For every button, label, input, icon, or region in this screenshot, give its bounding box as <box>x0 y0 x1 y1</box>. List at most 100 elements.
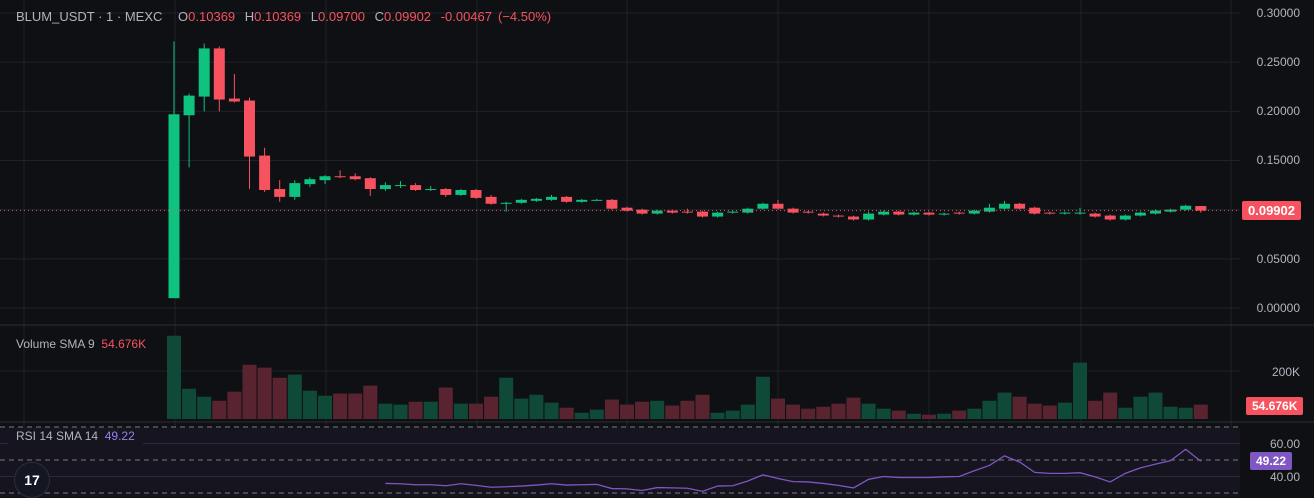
candle-body <box>425 189 437 191</box>
candle-body <box>848 216 859 220</box>
volume-bar <box>1042 405 1057 419</box>
volume-bar <box>1133 396 1148 419</box>
candle-body <box>440 189 452 195</box>
candle-body <box>334 176 346 178</box>
volume-bar <box>333 393 348 419</box>
candle-body <box>470 190 482 198</box>
candles <box>168 41 1207 299</box>
volume-bar <box>982 400 997 419</box>
volume-current-tag: 54.676K <box>1246 397 1304 415</box>
candle-body <box>591 199 603 201</box>
volume-bar <box>499 377 514 419</box>
candle-body <box>1180 205 1192 210</box>
price-tick: 0.20000 <box>1256 104 1300 118</box>
volume-bar <box>1012 396 1027 419</box>
close-label: C <box>374 9 385 24</box>
volume-bar <box>650 400 665 419</box>
candle-body <box>183 95 195 116</box>
rsi-value: 49.22 <box>104 429 135 443</box>
volume-bar <box>695 394 710 419</box>
volume-bar <box>408 401 423 419</box>
candle-body <box>500 202 512 204</box>
rsi-line <box>385 448 1202 493</box>
price-tick: 0.05000 <box>1256 252 1300 266</box>
volume-bar <box>227 391 242 419</box>
candle-body <box>168 114 180 299</box>
volume-bar <box>574 412 589 419</box>
candle-body <box>697 211 708 217</box>
rsi-tick: 60.00 <box>1269 437 1300 451</box>
volume-bar <box>453 403 468 419</box>
volume-bar <box>1163 406 1178 419</box>
volume-bar <box>469 403 483 419</box>
rsi-tick: 40.00 <box>1269 470 1300 484</box>
candle-body <box>1134 212 1146 216</box>
candle-body <box>1119 215 1131 220</box>
candle-body <box>666 210 678 213</box>
candle-body <box>908 212 920 215</box>
high-label: H <box>244 9 255 24</box>
candle-body <box>636 209 648 214</box>
open-label: O <box>178 9 189 24</box>
candle-body <box>364 178 376 190</box>
candle-body <box>787 208 799 213</box>
volume-bar <box>589 409 604 419</box>
volume-value: 54.676K <box>101 337 147 351</box>
volume-bar <box>786 404 801 419</box>
volume-bar <box>438 387 453 419</box>
volume-bar <box>906 413 921 419</box>
rsi-label: RSI 14 SMA 14 <box>16 429 99 443</box>
volume-bar <box>182 388 197 419</box>
candle-body <box>893 211 905 215</box>
rsi-legend: RSI 14 SMA 14 49.22 <box>8 428 143 444</box>
volume-bar <box>725 410 740 419</box>
volume-bar <box>287 374 302 419</box>
volume-bar <box>378 403 393 419</box>
volume-bar <box>771 398 785 419</box>
candle-body <box>802 211 814 213</box>
symbol-title[interactable]: BLUM_USDT · 1 · MEXC <box>16 9 163 24</box>
volume-bar <box>559 407 574 419</box>
volume-bar <box>393 404 408 419</box>
volume-bar <box>710 412 725 419</box>
volume-bar <box>212 400 227 419</box>
volume-bar <box>801 408 816 419</box>
volume-bar <box>1027 403 1042 419</box>
volume-bar <box>952 410 967 419</box>
candle-body <box>455 190 467 195</box>
candle-body <box>621 207 633 211</box>
candle-body <box>712 212 724 217</box>
volume-bar <box>967 408 982 419</box>
candle-body <box>772 203 784 209</box>
volume-bar <box>484 396 499 419</box>
volume-bar <box>635 401 650 419</box>
change-percent: (−4.50%) <box>498 9 552 24</box>
volume-bar <box>620 404 634 419</box>
volume-tick: 200K <box>1271 365 1300 379</box>
candle-body <box>1089 213 1101 217</box>
volume-bar <box>846 397 861 419</box>
candle-body <box>561 196 573 202</box>
volume-bar <box>197 396 212 419</box>
tradingview-logo[interactable]: 17 <box>14 462 50 498</box>
volume-bar <box>604 399 619 419</box>
candle-body <box>274 189 286 197</box>
volume-bar <box>876 408 891 419</box>
volume-bar <box>1088 400 1103 419</box>
candle-body <box>244 100 255 157</box>
candle-body <box>304 179 316 185</box>
candle-body <box>1029 207 1041 214</box>
candle-body <box>289 183 301 197</box>
volume-bar <box>922 414 936 419</box>
candle-body <box>1195 206 1207 211</box>
volume-bar <box>891 410 906 419</box>
candle-body <box>863 213 875 220</box>
candle-body <box>546 196 557 200</box>
candle-body <box>878 211 890 215</box>
volume-bar <box>665 405 680 419</box>
candle-body <box>651 210 663 214</box>
candle-body <box>576 199 588 202</box>
volume-bar <box>167 335 181 419</box>
price-tick: 0.15000 <box>1256 153 1300 167</box>
